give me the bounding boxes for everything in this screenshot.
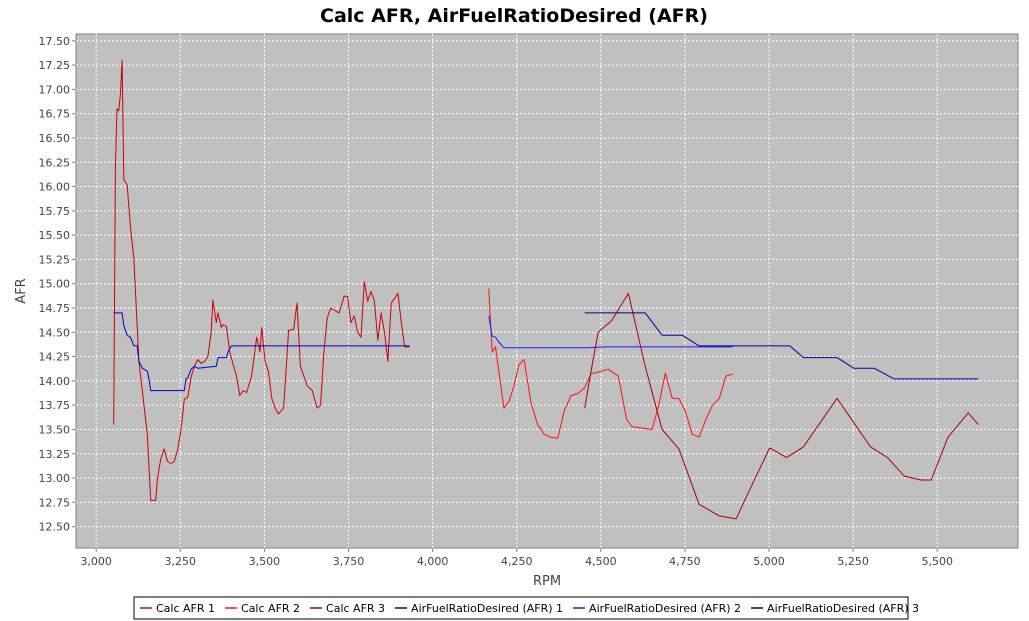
x-axis-label: RPM — [533, 574, 561, 589]
series-layer — [113, 59, 979, 520]
x-tick-label: 5,000 — [753, 555, 785, 568]
x-tick-label: 3,000 — [80, 555, 112, 568]
y-tick-label: 12.50 — [39, 521, 71, 534]
y-tick-label: 16.00 — [39, 181, 71, 194]
y-tick-label: 14.00 — [39, 375, 71, 388]
y-tick-label: 14.50 — [39, 326, 71, 339]
legend-label-2: Calc AFR 2 — [241, 602, 300, 615]
y-axis: 12.50 12.75 13.00 13.25 13.50 13.75 14.00 14.25… — [39, 35, 76, 534]
x-tick-label: 3,500 — [249, 555, 281, 568]
x-tick-label: 3,250 — [165, 555, 197, 568]
x-tick-label: 3,750 — [333, 555, 365, 568]
y-tick-label: 16.50 — [39, 132, 71, 145]
series-line-3 — [584, 292, 979, 520]
y-tick-label: 17.25 — [39, 59, 71, 72]
x-axis: 3,000 3,250 3,500 3,750 4,000 4,250 4,500 4,750… — [80, 548, 953, 568]
plot-area — [75, 33, 1019, 549]
y-tick-label: 12.75 — [39, 496, 71, 509]
series-line-6 — [584, 312, 979, 380]
legend-label-3: Calc AFR 3 — [326, 602, 385, 615]
x-tick-label: 4,000 — [417, 555, 449, 568]
y-axis-label: AFR — [14, 278, 29, 303]
y-tick-label: 17.50 — [39, 35, 71, 48]
legend: Calc AFR 1 Calc AFR 2 Calc AFR 3 AirFuelRat… — [133, 596, 919, 620]
series-line-1 — [113, 59, 410, 501]
series-line-4 — [113, 312, 410, 392]
legend-label-4: AirFuelRatioDesired (AFR) 1 — [411, 602, 563, 615]
legend-box — [133, 596, 909, 620]
y-tick-label: 13.00 — [39, 472, 71, 485]
y-tick-label: 13.50 — [39, 423, 71, 436]
y-tick-label: 13.75 — [39, 399, 71, 412]
y-tick-label: 15.75 — [39, 205, 71, 218]
y-tick-label: 15.00 — [39, 278, 71, 291]
y-tick-label: 17.00 — [39, 83, 71, 96]
grid-lines — [76, 34, 1018, 548]
x-tick-label: 4,500 — [585, 555, 617, 568]
y-tick-label: 14.75 — [39, 302, 71, 315]
x-tick-label: 5,500 — [922, 555, 954, 568]
y-tick-label: 15.25 — [39, 253, 71, 266]
x-tick-label: 5,250 — [837, 555, 869, 568]
legend-label-1: Calc AFR 1 — [156, 602, 215, 615]
legend-label-6: AirFuelRatioDesired (AFR) 3 — [767, 602, 919, 615]
y-tick-label: 13.25 — [39, 448, 71, 461]
series-line-5 — [488, 315, 733, 349]
y-tick-label: 16.75 — [39, 108, 71, 121]
y-tick-label: 16.25 — [39, 156, 71, 169]
y-tick-label: 14.25 — [39, 351, 71, 364]
legend-label-5: AirFuelRatioDesired (AFR) 2 — [589, 602, 741, 615]
series-line-2 — [488, 288, 733, 439]
x-tick-label: 4,250 — [501, 555, 533, 568]
y-tick-label: 15.50 — [39, 229, 71, 242]
x-tick-label: 4,750 — [669, 555, 701, 568]
chart-title: Calc AFR, AirFuelRatioDesired (AFR) — [320, 5, 708, 27]
